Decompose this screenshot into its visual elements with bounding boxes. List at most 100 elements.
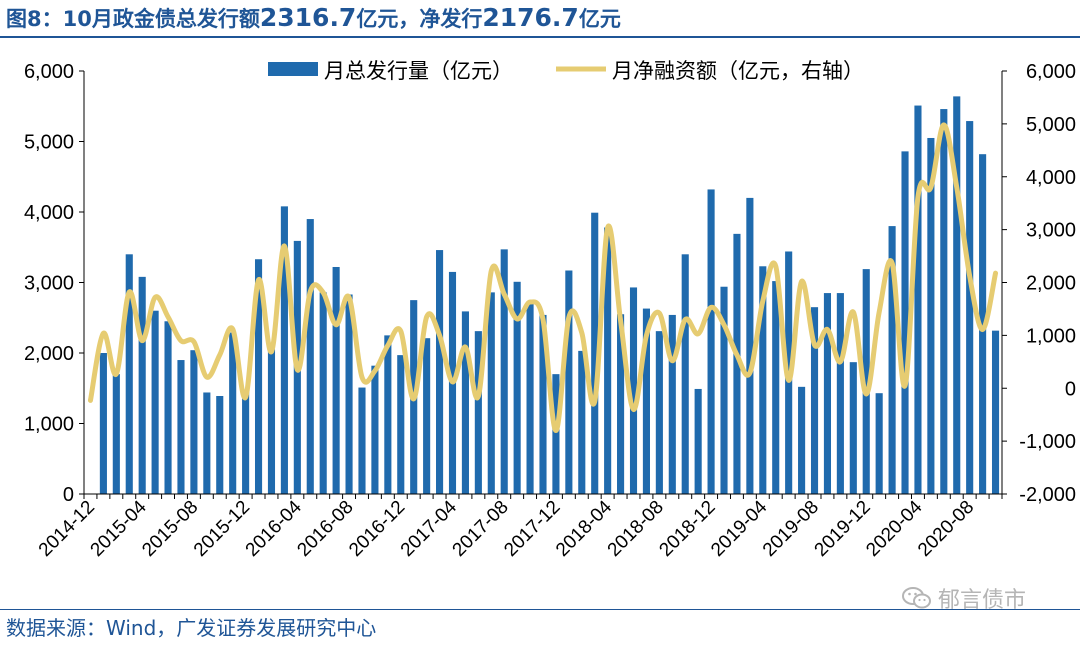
- bar-2015-06: [164, 321, 172, 494]
- bar-2019-10: [836, 293, 844, 494]
- bar-2019-03: [746, 197, 754, 494]
- bar-2019-08: [810, 307, 819, 494]
- bar-2017-11: [539, 314, 547, 494]
- bar-2015-04: [138, 276, 146, 494]
- bar-2020-03: [901, 151, 909, 494]
- chart-title: 图8：10月政金债总发行额2316.7亿元，净发行2176.7亿元: [6, 2, 621, 34]
- left-tick-label: 0: [63, 484, 74, 506]
- bar-2015-07: [177, 360, 185, 494]
- title-value-2: 2176.7: [482, 3, 579, 32]
- bar-2020-07: [953, 96, 961, 494]
- x-axis-ticks: 2014-122015-042015-082015-122016-042016-…: [35, 494, 1003, 561]
- x-tick-label: 2016-04: [242, 496, 306, 560]
- bar-2015-02: [112, 374, 120, 494]
- bar-2019-01: [720, 286, 728, 494]
- bar-2019-05: [772, 281, 780, 494]
- bar-2016-01: [254, 259, 263, 494]
- title-rule: [0, 36, 1080, 38]
- bar-2020-01: [875, 393, 883, 494]
- bar-2018-01: [565, 270, 573, 494]
- legend-line-label: 月净融资额（亿元，右轴）: [612, 60, 864, 83]
- left-axis-ticks: 0 1,000 2,000 3,000 4,000 5,000 6,000: [24, 61, 84, 506]
- legend-bar-label: 月总发行量（亿元）: [324, 60, 513, 83]
- x-tick-label: 2014-12: [35, 497, 99, 561]
- bar-2015-09: [203, 392, 211, 494]
- bar-2020-10: [991, 330, 1000, 494]
- bar-2018-06: [629, 287, 638, 494]
- legend-bar-swatch: [268, 62, 318, 76]
- x-tick-label: 2018-04: [552, 496, 616, 560]
- bar-2015-08: [190, 350, 198, 494]
- right-tick-label: 0: [1065, 378, 1076, 400]
- bar-2016-12: [397, 355, 405, 494]
- bar-2018-07: [642, 308, 650, 494]
- bar-2019-02: [733, 233, 741, 495]
- bar-2019-12: [862, 269, 870, 494]
- watermark-text: 郁言债市: [938, 588, 1027, 613]
- bar-2015-12: [242, 391, 250, 494]
- right-tick-label: 6,000: [1026, 61, 1076, 83]
- chart-plot: 0 1,000 2,000 3,000 4,000 5,000 6,000 -2,000 -1…: [24, 60, 1076, 561]
- bar-2015-10: [216, 396, 224, 494]
- title-part-1: 10月政金债总发行额: [62, 7, 260, 31]
- x-tick-label: 2015-04: [87, 496, 151, 560]
- x-tick-label: 2016-12: [345, 497, 409, 561]
- bar-2016-02: [267, 349, 276, 494]
- bar-2020-02: [888, 226, 896, 494]
- bar-2018-09: [668, 314, 676, 494]
- x-tick-label: 2015-12: [190, 497, 254, 561]
- footer-rule: [0, 609, 1080, 610]
- bar-2017-08: [500, 249, 508, 494]
- x-tick-label: 2020-08: [914, 497, 978, 561]
- left-tick-label: 1,000: [24, 414, 74, 436]
- bar-2019-04: [759, 266, 767, 494]
- x-tick-label: 2017-08: [449, 497, 513, 561]
- bar-2019-11: [849, 362, 857, 494]
- bar-2017-03: [436, 250, 444, 494]
- x-tick-label: 2018-08: [604, 497, 668, 561]
- net-financing-line: [87, 122, 999, 434]
- x-tick-label: 2020-04: [862, 496, 926, 560]
- title-part-3: 亿元: [578, 7, 621, 31]
- bar-2016-10: [371, 365, 379, 494]
- bar-2020-04: [914, 105, 922, 495]
- x-tick-label: 2019-08: [759, 497, 823, 561]
- x-tick-label: 2018-12: [655, 497, 719, 561]
- bar-2016-03: [280, 206, 288, 495]
- title-prefix: 图8：: [6, 7, 63, 31]
- right-tick-label: 4,000: [1026, 167, 1076, 189]
- bar-2018-05: [617, 314, 625, 494]
- bar-2018-04: [604, 227, 612, 494]
- right-tick-label: 1,000: [1026, 325, 1076, 347]
- x-tick-label: 2019-12: [811, 497, 875, 561]
- right-tick-label: -1,000: [1019, 431, 1076, 453]
- bar-2016-08: [345, 294, 353, 494]
- bar-2018-10: [681, 254, 689, 494]
- bar-series: [99, 96, 1000, 495]
- bar-2020-06: [940, 109, 948, 494]
- bar-2018-02: [578, 350, 586, 494]
- left-tick-label: 2,000: [24, 343, 74, 365]
- left-tick-label: 6,000: [24, 61, 74, 83]
- left-tick-label: 3,000: [24, 273, 74, 295]
- bar-2016-07: [332, 266, 340, 494]
- bar-2017-07: [487, 292, 495, 494]
- right-axis-ticks: -2,000 -1,000 0 1,000 2,000 3,000 4,000 5,000 6,…: [1002, 61, 1076, 506]
- watermark: 郁言债市: [902, 584, 1027, 613]
- bar-2017-02: [423, 338, 431, 494]
- bar-2017-12: [552, 374, 560, 494]
- bar-2015-05: [151, 310, 159, 494]
- x-tick-label: 2016-08: [293, 497, 357, 561]
- bar-2020-08: [966, 121, 974, 494]
- bar-2018-11: [694, 388, 702, 494]
- bar-2017-10: [526, 302, 534, 494]
- x-tick-label: 2015-08: [138, 497, 202, 561]
- bar-2015-03: [125, 254, 133, 494]
- bar-2017-09: [513, 281, 521, 494]
- legend: 月总发行量（亿元） 月净融资额（亿元，右轴）: [268, 60, 864, 83]
- right-tick-label: -2,000: [1019, 484, 1076, 506]
- right-tick-label: 2,000: [1026, 273, 1076, 295]
- bar-2018-12: [707, 189, 715, 494]
- bar-2016-06: [319, 292, 327, 494]
